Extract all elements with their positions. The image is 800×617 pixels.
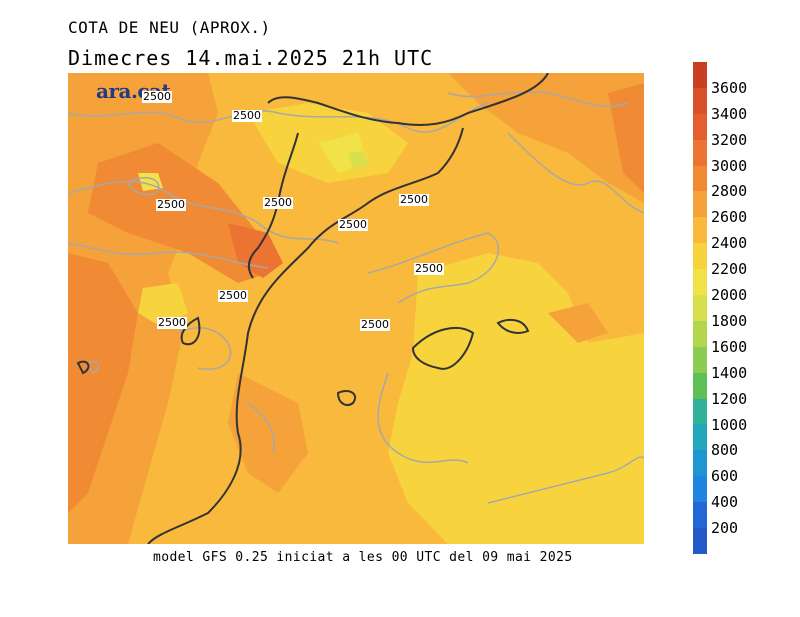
color-legend-swatch [693, 295, 707, 321]
color-legend-label: 3000 [711, 156, 748, 175]
color-legend-swatch [693, 113, 707, 140]
color-legend-swatch [693, 502, 707, 529]
color-legend-swatch [693, 398, 707, 425]
region-2800-east [608, 83, 644, 193]
color-legend-label: 2200 [711, 260, 748, 279]
region-2200-west [138, 283, 188, 328]
contour-label: 2500 [156, 198, 186, 211]
color-legend-label: 400 [711, 493, 739, 512]
color-legend-label: 200 [711, 519, 739, 538]
color-legend-label: 800 [711, 441, 739, 460]
color-legend-label: 3400 [711, 104, 748, 123]
color-legend-swatch [693, 87, 707, 114]
map-title: COTA DE NEU (APROX.) [68, 18, 271, 37]
contour-lines [68, 91, 644, 504]
color-legend-label: 3600 [711, 78, 748, 97]
color-legend-swatch [693, 165, 707, 192]
contour-label: 2500 [399, 193, 429, 206]
color-legend-label: 1200 [711, 389, 748, 408]
color-legend-swatch [693, 191, 707, 218]
color-legend-swatch [693, 346, 707, 373]
color-legend-swatch [693, 528, 707, 554]
color-legend-swatch [693, 450, 707, 477]
color-legend-label: 2600 [711, 208, 748, 227]
contour-label: 2500 [157, 316, 187, 329]
color-legend-labels: 3600 3400 3200 3000 2800 2600 2400 2200 2000 1800… [711, 62, 791, 554]
color-legend-label: 2800 [711, 182, 748, 201]
color-legend-label: 2000 [711, 286, 748, 305]
color-legend-label: 3200 [711, 130, 748, 149]
model-info: model GFS 0.25 iniciat a les 00 UTC del … [153, 550, 573, 565]
region-2800-north [88, 143, 268, 283]
color-legend-label: 1000 [711, 415, 748, 434]
color-legend-swatch [693, 62, 707, 88]
coastlines [76, 73, 549, 544]
color-legend-swatch [693, 320, 707, 347]
color-legend-label: 600 [711, 467, 739, 486]
contour-label: 2500 [338, 218, 368, 231]
color-legend-label: 1600 [711, 337, 748, 356]
contour-label: 2500 [360, 318, 390, 331]
color-legend-swatch [693, 139, 707, 166]
forecast-datetime: Dimecres 14.mai.2025 21h UTC [68, 46, 434, 70]
color-legend-swatch [693, 424, 707, 451]
color-legend [693, 62, 707, 554]
snow-level-map: ara.cat 2500 2500 2500 2500 2500 2500 25… [68, 73, 644, 544]
color-legend-swatch [693, 269, 707, 296]
color-legend-swatch [693, 243, 707, 270]
color-legend-swatch [693, 372, 707, 399]
contour-label: 2500 [263, 196, 293, 209]
color-legend-label: 1400 [711, 363, 748, 382]
contour-label: 2500 [218, 289, 248, 302]
region-1900 [348, 151, 368, 168]
contour-label: 2500 [232, 109, 262, 122]
color-legend-label: 1800 [711, 311, 748, 330]
color-legend-swatch [693, 217, 707, 244]
region-2800-west [68, 253, 138, 513]
region-2600-sea [548, 303, 608, 343]
contour-label: 2500 [414, 262, 444, 275]
color-legend-label: 2400 [711, 234, 748, 253]
contour-label: 2500 [142, 90, 172, 103]
color-legend-swatch [693, 476, 707, 503]
